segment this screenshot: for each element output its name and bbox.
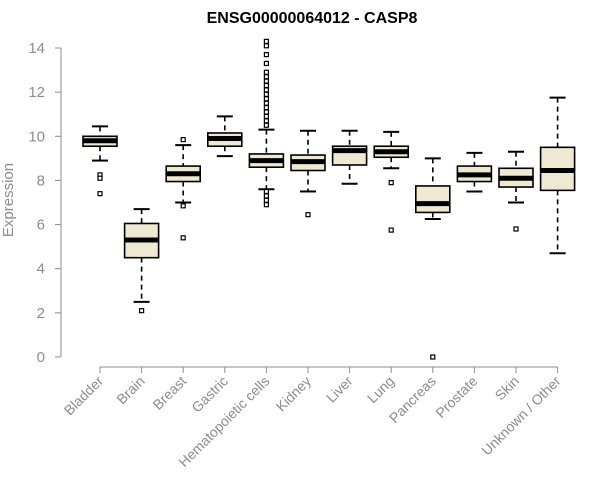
outlier-point xyxy=(263,197,269,203)
outlier-point xyxy=(263,43,269,49)
y-tick-label: 14 xyxy=(28,40,45,57)
outlier-point xyxy=(180,235,186,241)
y-tick-label: 10 xyxy=(28,128,45,145)
y-tick-label: 2 xyxy=(37,305,45,322)
x-tick-label: Unknown / Other xyxy=(478,373,564,459)
y-tick-label: 6 xyxy=(37,217,45,234)
box-group xyxy=(456,151,493,193)
outlier-point xyxy=(388,227,394,233)
outlier-point xyxy=(263,91,269,97)
box-group xyxy=(123,208,160,314)
box-group xyxy=(248,38,285,208)
outlier-point xyxy=(263,78,269,84)
outlier-point xyxy=(263,38,269,44)
outlier-point xyxy=(263,193,269,199)
box-group xyxy=(82,125,118,197)
box-group xyxy=(331,129,368,185)
y-tick-label: 0 xyxy=(37,349,45,366)
outlier-point xyxy=(180,136,186,143)
box-group xyxy=(539,96,576,255)
y-axis-label: Expression xyxy=(0,163,17,237)
box-group xyxy=(207,115,243,158)
outlier-point xyxy=(263,87,269,93)
x-tick-label: Liver xyxy=(323,373,356,406)
x-tick-label: Breast xyxy=(149,373,189,413)
outlier-point xyxy=(263,60,269,67)
outlier-point xyxy=(263,113,269,120)
outlier-point xyxy=(263,96,269,102)
box-group xyxy=(290,129,326,218)
outlier-point xyxy=(263,52,269,58)
outlier-point xyxy=(263,109,269,115)
y-tick-label: 8 xyxy=(37,172,45,189)
boxes-layer xyxy=(82,38,576,360)
outlier-point xyxy=(305,212,311,218)
outlier-point xyxy=(97,191,103,197)
outlier-point xyxy=(263,118,269,124)
outlier-point xyxy=(430,354,436,360)
outlier-point xyxy=(513,226,519,232)
x-tick-label: Skin xyxy=(492,373,523,404)
outlier-point xyxy=(388,180,394,186)
outlier-point xyxy=(263,69,269,75)
box-group xyxy=(165,136,201,241)
x-tick-label: Bladder xyxy=(61,373,107,419)
box-group xyxy=(414,157,451,360)
chart-title: ENSG00000064012 - CASP8 xyxy=(207,10,418,27)
y-tick-label: 12 xyxy=(28,84,45,101)
outlier-point xyxy=(263,104,269,111)
outlier-point xyxy=(263,100,269,106)
box-group xyxy=(498,150,534,232)
x-tick-label: Brain xyxy=(113,373,147,407)
y-tick-label: 4 xyxy=(37,261,45,278)
outlier-point xyxy=(180,203,186,209)
x-tick-label: Lung xyxy=(364,373,397,406)
outlier-point xyxy=(263,82,269,89)
outlier-point xyxy=(263,74,269,80)
y-axis: 0 2 4 6 8 10 12 14 xyxy=(28,40,62,366)
x-tick-label: Kidney xyxy=(273,373,315,415)
x-tick-label: Prostate xyxy=(432,373,480,421)
outlier-point xyxy=(263,188,269,195)
outlier-point xyxy=(263,202,269,208)
outlier-point xyxy=(139,308,145,314)
outlier-point xyxy=(97,175,103,181)
iqr-box xyxy=(414,185,451,214)
outlier-point xyxy=(263,122,269,128)
box-group xyxy=(373,130,410,233)
